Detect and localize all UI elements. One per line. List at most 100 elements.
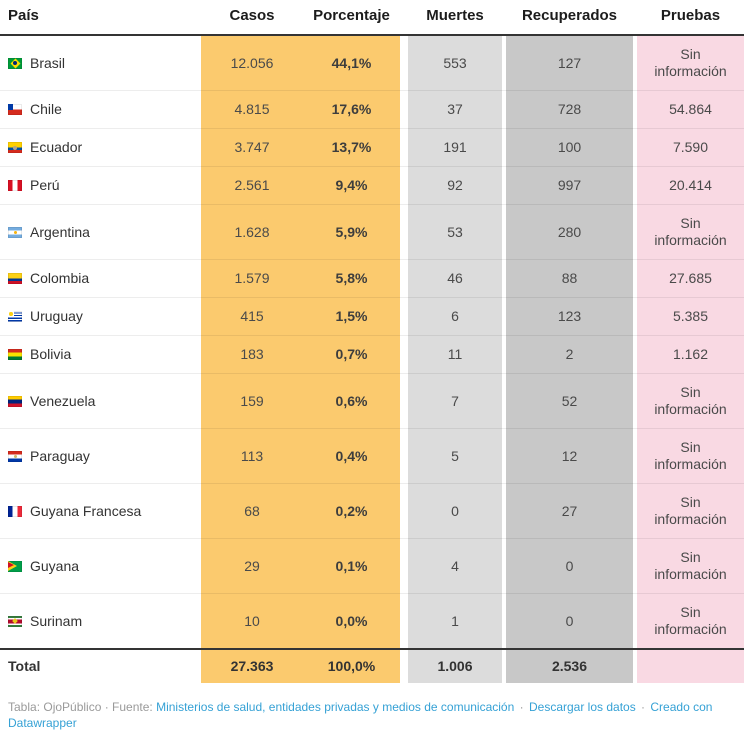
pruebas-cell: 27.685 <box>637 259 744 298</box>
recuperados-cell: 728 <box>506 90 633 129</box>
casos-cell: 68 <box>201 483 303 539</box>
casos-cell: 183 <box>201 335 303 374</box>
pruebas-cell: Sin información <box>637 483 744 539</box>
column-gap <box>502 297 506 336</box>
recuperados-cell: 27 <box>506 483 633 539</box>
casos-cell: 159 <box>201 373 303 429</box>
total-casos: 27.363 <box>201 648 303 683</box>
column-gap <box>400 335 408 374</box>
pruebas-cell: Sin información <box>637 373 744 429</box>
muertes-cell: 6 <box>408 297 502 336</box>
casos-cell: 12.056 <box>201 35 303 91</box>
column-gap <box>502 90 506 129</box>
recuperados-cell: 100 <box>506 128 633 167</box>
table-row: Chile 4.815 17,6% 37 728 54.864 <box>0 90 744 129</box>
casos-cell: 1.628 <box>201 204 303 260</box>
muertes-cell: 0 <box>408 483 502 539</box>
column-gap <box>633 204 637 260</box>
porcentaje-cell: 0,2% <box>303 483 400 539</box>
recuperados-cell: 127 <box>506 35 633 91</box>
column-gap <box>400 35 408 91</box>
recuperados-cell: 0 <box>506 538 633 594</box>
recuperados-cell: 123 <box>506 297 633 336</box>
datawrapper-credit-link[interactable]: Creado con Datawrapper <box>8 700 713 730</box>
table-row: Bolivia 183 0,7% 11 2 1.162 <box>0 335 744 374</box>
column-gap <box>400 373 408 429</box>
column-gap <box>400 428 408 484</box>
porcentaje-cell: 0,1% <box>303 538 400 594</box>
column-gap <box>502 483 506 539</box>
column-gap <box>400 259 408 298</box>
source-link[interactable]: Ministerios de salud, entidades privadas… <box>156 700 515 714</box>
pruebas-cell: 7.590 <box>637 128 744 167</box>
column-gap <box>502 35 506 91</box>
muertes-cell: 7 <box>408 373 502 429</box>
table-row: Venezuela 159 0,6% 7 52 Sin información <box>0 373 744 429</box>
flag-chile-icon <box>8 104 22 115</box>
flag-venezuela-icon <box>8 395 22 407</box>
column-gap <box>633 166 637 205</box>
country-name: Surinam <box>30 612 83 629</box>
column-gap <box>633 297 637 336</box>
flag-uruguay-icon <box>8 311 22 322</box>
column-gap <box>633 483 637 539</box>
casos-cell: 4.815 <box>201 90 303 129</box>
table-row: Guyana 29 0,1% 4 0 Sin información <box>0 538 744 594</box>
table-row: Uruguay 415 1,5% 6 123 5.385 <box>0 297 744 336</box>
total-porcentaje: 100,0% <box>303 648 400 683</box>
recuperados-cell: 280 <box>506 204 633 260</box>
recuperados-cell: 997 <box>506 166 633 205</box>
column-gap <box>400 90 408 129</box>
total-label: Total <box>0 648 201 683</box>
country-name: Guyana Francesa <box>30 502 142 519</box>
recuperados-cell: 0 <box>506 593 633 650</box>
flag-guyana-francesa-icon <box>8 505 22 517</box>
country-name: Chile <box>30 101 62 117</box>
country-name: Guyana <box>30 557 80 574</box>
muertes-cell: 37 <box>408 90 502 129</box>
flag-brasil-icon <box>8 57 22 69</box>
table-row: Colombia 1.579 5,8% 46 88 27.685 <box>0 259 744 298</box>
data-table: País Casos Porcentaje Muertes Recuperado… <box>0 0 744 683</box>
column-gap <box>633 373 637 429</box>
country-name: Colombia <box>30 270 90 286</box>
recuperados-cell: 88 <box>506 259 633 298</box>
pruebas-cell: 5.385 <box>637 297 744 336</box>
pruebas-cell: Sin información <box>637 538 744 594</box>
country-name: Ecuador <box>30 139 83 155</box>
total-muertes: 1.006 <box>408 648 502 683</box>
col-header-porcentaje: Porcentaje <box>303 0 400 36</box>
column-gap <box>400 593 408 650</box>
muertes-cell: 46 <box>408 259 502 298</box>
casos-cell: 1.579 <box>201 259 303 298</box>
pruebas-cell: Sin información <box>637 35 744 91</box>
flag-guyana-icon <box>8 560 22 572</box>
column-gap <box>502 373 506 429</box>
pruebas-cell: 54.864 <box>637 90 744 129</box>
column-gap <box>400 166 408 205</box>
muertes-cell: 191 <box>408 128 502 167</box>
muertes-cell: 553 <box>408 35 502 91</box>
flag-ecuador-icon <box>8 142 22 153</box>
column-gap <box>502 128 506 167</box>
column-gap <box>502 538 506 594</box>
total-recuperados: 2.536 <box>506 648 633 683</box>
country-name: Argentina <box>30 223 90 240</box>
download-data-link[interactable]: Descargar los datos <box>528 700 636 714</box>
casos-cell: 10 <box>201 593 303 650</box>
column-gap <box>400 538 408 594</box>
total-pruebas <box>637 648 744 683</box>
footer-separator: · <box>519 700 524 714</box>
column-gap <box>502 166 506 205</box>
col-header-recuperados: Recuperados <box>506 0 633 36</box>
country-name: Bolivia <box>30 346 72 362</box>
porcentaje-cell: 0,6% <box>303 373 400 429</box>
porcentaje-cell: 0,7% <box>303 335 400 374</box>
porcentaje-cell: 0,0% <box>303 593 400 650</box>
column-gap <box>400 297 408 336</box>
column-gap <box>502 335 506 374</box>
column-gap <box>633 648 637 683</box>
column-gap <box>502 204 506 260</box>
footer-attribution: Tabla: OjoPúblico · Fuente: <box>8 700 153 714</box>
